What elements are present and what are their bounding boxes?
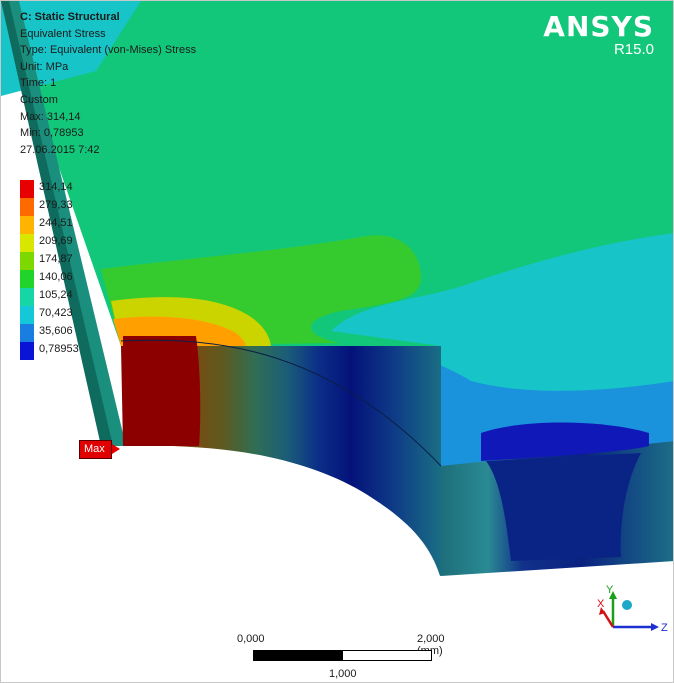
result-info-panel: C: Static Structural Equivalent Stress T…	[20, 9, 196, 158]
result-scale-mode: Custom	[20, 93, 58, 106]
top-face-contours	[1, 1, 673, 466]
scale-bar-light	[342, 650, 432, 661]
legend-swatch	[20, 234, 34, 252]
legend-swatch	[20, 216, 34, 234]
axis-y-label: Y	[606, 584, 614, 596]
legend-swatch	[20, 180, 34, 198]
result-min: Min: 0,78953	[20, 127, 84, 140]
legend-value: 140,06	[39, 271, 73, 283]
axis-x-label: X	[597, 598, 605, 610]
result-max: Max: 314,14	[20, 110, 81, 123]
legend-swatch	[20, 198, 34, 216]
legend-value: 105,24	[39, 289, 73, 301]
legend-swatch	[20, 252, 34, 270]
scale-left-label: 0,000	[237, 633, 265, 645]
scale-ruler: 0,000 2,000 (mm) 1,000	[237, 633, 467, 682]
scale-bar-dark	[253, 650, 343, 661]
ansys-logo: ANSYS R15.0	[543, 13, 654, 59]
result-title: C: Static Structural	[20, 11, 120, 23]
brand-version: R15.0	[613, 41, 654, 58]
axis-triad[interactable]: Y X Z	[589, 579, 669, 649]
legend-value: 279,33	[39, 199, 73, 211]
legend-value: 314,14	[39, 181, 73, 193]
legend-value: 0,78953	[39, 343, 79, 355]
legend-swatch	[20, 288, 34, 306]
result-date: 27.06.2015 7:42	[20, 143, 100, 156]
brand-name: ANSYS	[543, 10, 654, 43]
legend-value: 174,87	[39, 253, 73, 265]
legend-swatch	[20, 342, 34, 360]
axis-z-label: Z	[661, 622, 668, 634]
max-probe-label[interactable]: Max	[79, 440, 120, 459]
legend-swatch	[20, 306, 34, 324]
result-name: Equivalent Stress	[20, 27, 106, 40]
legend-value: 209,69	[39, 235, 73, 247]
hole-void	[1, 446, 441, 682]
legend-value: 244,51	[39, 217, 73, 229]
legend-swatch	[20, 270, 34, 288]
result-type: Type: Equivalent (von-Mises) Stress	[20, 44, 197, 57]
result-unit: Unit: MPa	[20, 60, 69, 73]
side-face	[441, 422, 673, 576]
scale-middle-label: 1,000	[329, 668, 357, 680]
result-time: Time: 1	[20, 77, 57, 90]
legend-swatch	[20, 324, 34, 342]
legend-value: 70,423	[39, 307, 73, 319]
legend-value: 35,606	[39, 325, 73, 337]
